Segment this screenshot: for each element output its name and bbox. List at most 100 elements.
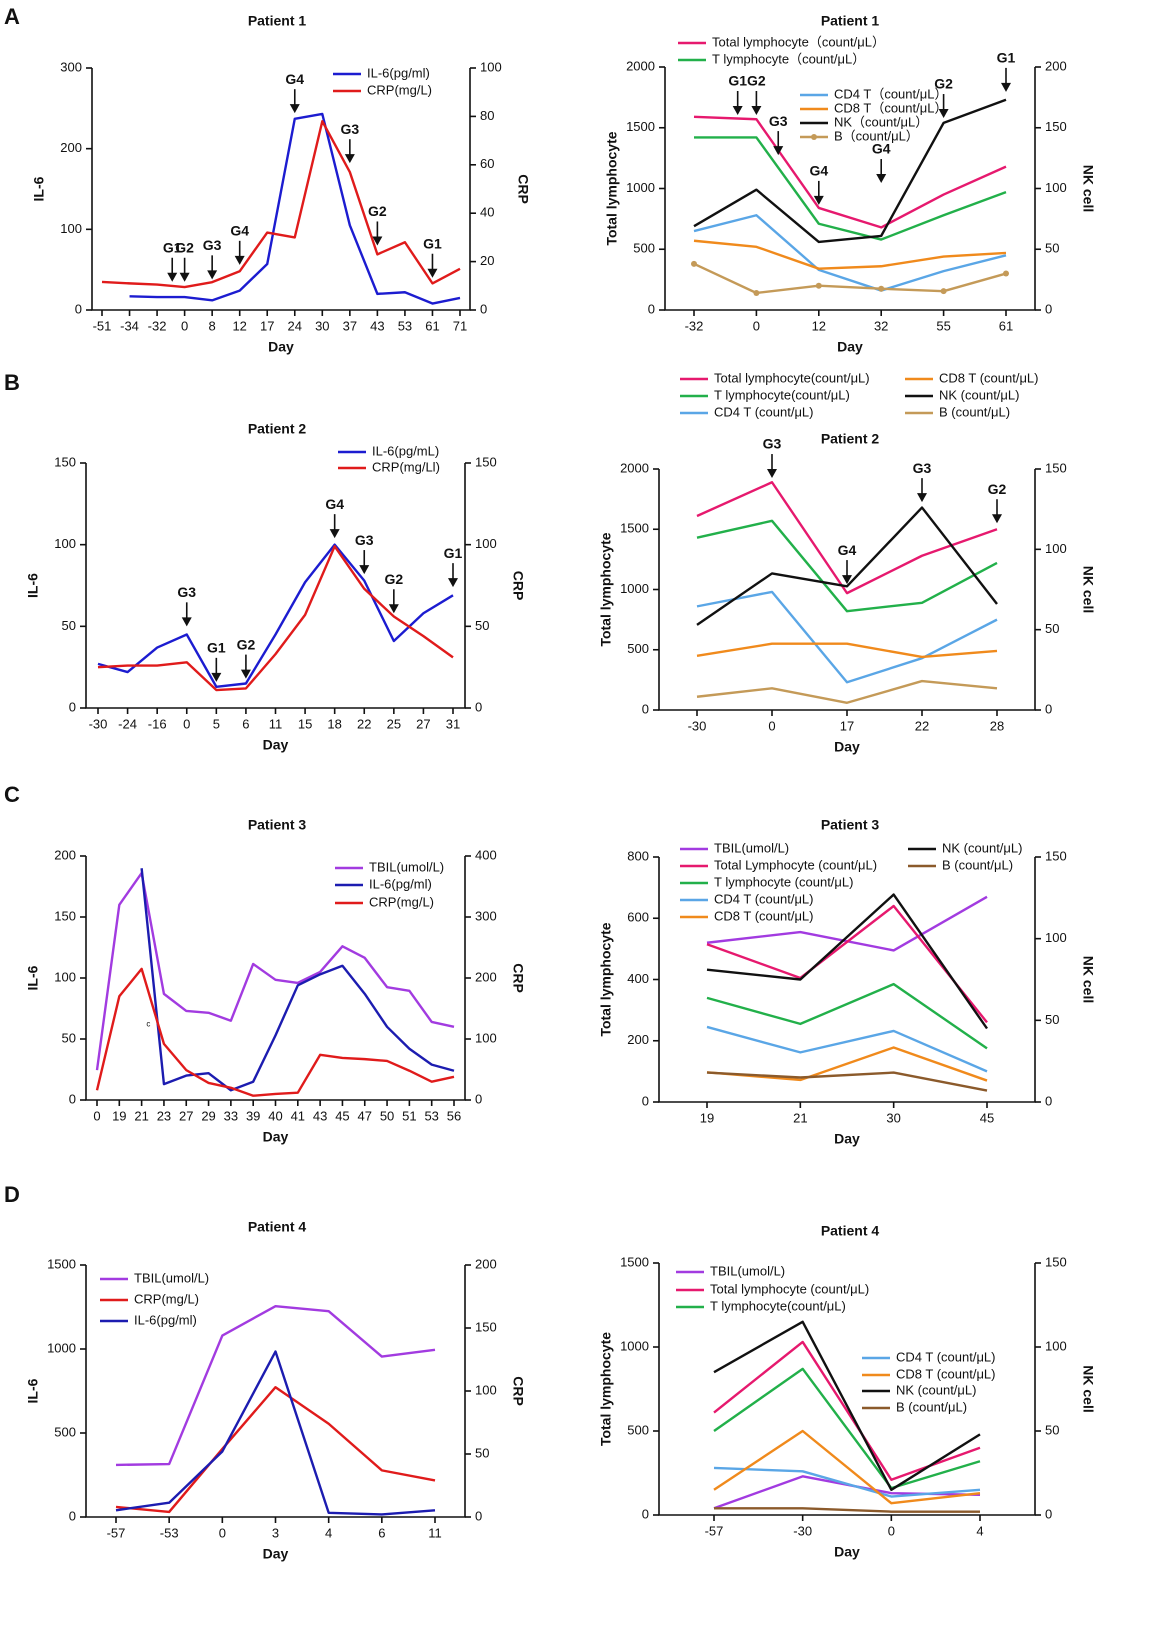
y-axis-label: IL-6 [25, 1378, 41, 1403]
y-tick-label: 200 [627, 1032, 649, 1047]
annotation-label: G1 [728, 73, 747, 89]
y2-tick-label: 60 [480, 156, 494, 171]
annotation-label: G3 [769, 113, 788, 129]
series-line [129, 112, 461, 305]
axis-line [91, 68, 471, 311]
series-marker [815, 282, 822, 289]
x-tick-label: 11 [428, 1525, 442, 1540]
x-tick-label: 0 [181, 318, 188, 333]
y2-tick-label: 0 [475, 1508, 482, 1523]
x-tick-label: 6 [242, 716, 249, 731]
series-marker [691, 260, 697, 267]
annotation-arrowhead [179, 272, 190, 282]
y-tick-label: 50 [62, 618, 76, 633]
legend-label: NK (count/μL) [896, 1382, 976, 1397]
y-axis-label: Total lymphocyte [598, 1332, 614, 1446]
legend-label: T lymphocyte（count/μL） [712, 51, 865, 66]
y-tick-label: 400 [627, 971, 649, 986]
x-tick-label: 0 [93, 1108, 100, 1123]
series-line [694, 136, 1007, 241]
x-axis-label: Day [834, 1544, 860, 1560]
x-tick-label: 12 [812, 318, 826, 333]
series-marker [878, 285, 885, 292]
annotation-arrowhead [938, 109, 949, 119]
annotation-label: G3 [355, 532, 374, 548]
annotation-arrowhead [240, 669, 251, 679]
legend-label: IL-6(pg/mL) [372, 443, 439, 458]
legend-label: CD8 T（count/μL） [834, 100, 947, 115]
series-marker [940, 288, 947, 295]
y2-axis-label: CRP [510, 963, 526, 993]
y2-tick-label: 100 [1045, 1338, 1067, 1353]
legend-label: TBIL(umol/L) [710, 1263, 785, 1278]
y-tick-label: 500 [633, 241, 655, 256]
series-line [696, 679, 998, 704]
x-tick-label: 0 [183, 716, 190, 731]
y-tick-label: 1500 [620, 1254, 649, 1269]
y2-tick-label: 50 [1045, 1012, 1059, 1027]
legend-label: T lymphocyte(count/μL) [710, 1298, 846, 1313]
annotation-label: G2 [384, 571, 403, 587]
series-line [706, 904, 988, 1024]
legend-label: IL-6(pg/ml) [367, 65, 430, 80]
x-tick-label: -53 [160, 1525, 179, 1540]
panel-label: C [4, 782, 20, 807]
y-axis-label: IL-6 [31, 176, 47, 201]
chart-title: Patient 4 [821, 1223, 880, 1239]
series-line [97, 545, 454, 692]
legend-label: CRP(mg/Ll) [372, 459, 440, 474]
legend-label: CD8 T (count/μL) [939, 370, 1039, 385]
y2-tick-label: 100 [480, 59, 502, 74]
x-axis-label: Day [263, 1129, 289, 1145]
annotation-label: G3 [203, 237, 222, 253]
series-line [95, 967, 455, 1097]
y-axis-label: Total lymphocyte [598, 532, 614, 646]
y-tick-label: 1000 [620, 1338, 649, 1353]
annotation-arrowhead [207, 270, 218, 280]
chart-title: Patient 3 [248, 817, 307, 833]
panel-label: A [4, 4, 20, 29]
legend-label: CD4 T (count/μL) [714, 891, 814, 906]
legend-label: TBIL(umol/L) [369, 859, 444, 874]
x-tick-label: 4 [976, 1523, 983, 1538]
series-line [713, 1429, 981, 1505]
y2-tick-label: 200 [475, 969, 497, 984]
series-line [696, 642, 998, 659]
x-tick-label: -57 [705, 1523, 724, 1538]
y-tick-label: 50 [62, 1030, 76, 1045]
x-tick-label: -51 [93, 318, 112, 333]
y-tick-label: 100 [60, 221, 82, 236]
x-tick-label: 0 [768, 718, 775, 733]
legend-label: CD8 T (count/μL) [714, 908, 814, 923]
y-tick-label: 100 [54, 536, 76, 551]
y-tick-label: 600 [627, 910, 649, 925]
x-tick-label: 27 [179, 1108, 193, 1123]
annotation-label: G4 [809, 163, 828, 179]
y2-tick-label: 200 [475, 1256, 497, 1271]
y-tick-label: 100 [54, 969, 76, 984]
panel-label: D [4, 1182, 20, 1207]
x-tick-label: 19 [700, 1110, 714, 1125]
annotation-label: G1 [423, 235, 442, 251]
annotation-arrowhead [917, 493, 927, 503]
annotation-arrowhead [181, 617, 192, 627]
y-tick-label: 300 [60, 59, 82, 74]
legend-marker [811, 134, 817, 140]
y2-tick-label: 20 [480, 253, 494, 268]
y2-tick-label: 150 [1045, 848, 1067, 863]
annotation-arrowhead [813, 195, 824, 205]
annotation-label: G4 [285, 71, 304, 87]
x-tick-label: -30 [793, 1523, 812, 1538]
y2-tick-label: 0 [1045, 1506, 1052, 1521]
y-axis-label: IL-6 [25, 573, 41, 598]
annotation-arrowhead [773, 146, 784, 156]
x-tick-label: 33 [224, 1108, 238, 1123]
x-tick-label: 22 [357, 716, 371, 731]
legend-label: TBIL(umol/L) [134, 1270, 209, 1285]
y2-tick-label: 100 [1045, 541, 1067, 556]
x-tick-label: 6 [378, 1525, 385, 1540]
legend-label: NK (count/μL) [942, 840, 1022, 855]
x-tick-label: -30 [688, 718, 707, 733]
x-tick-label: -32 [685, 318, 704, 333]
